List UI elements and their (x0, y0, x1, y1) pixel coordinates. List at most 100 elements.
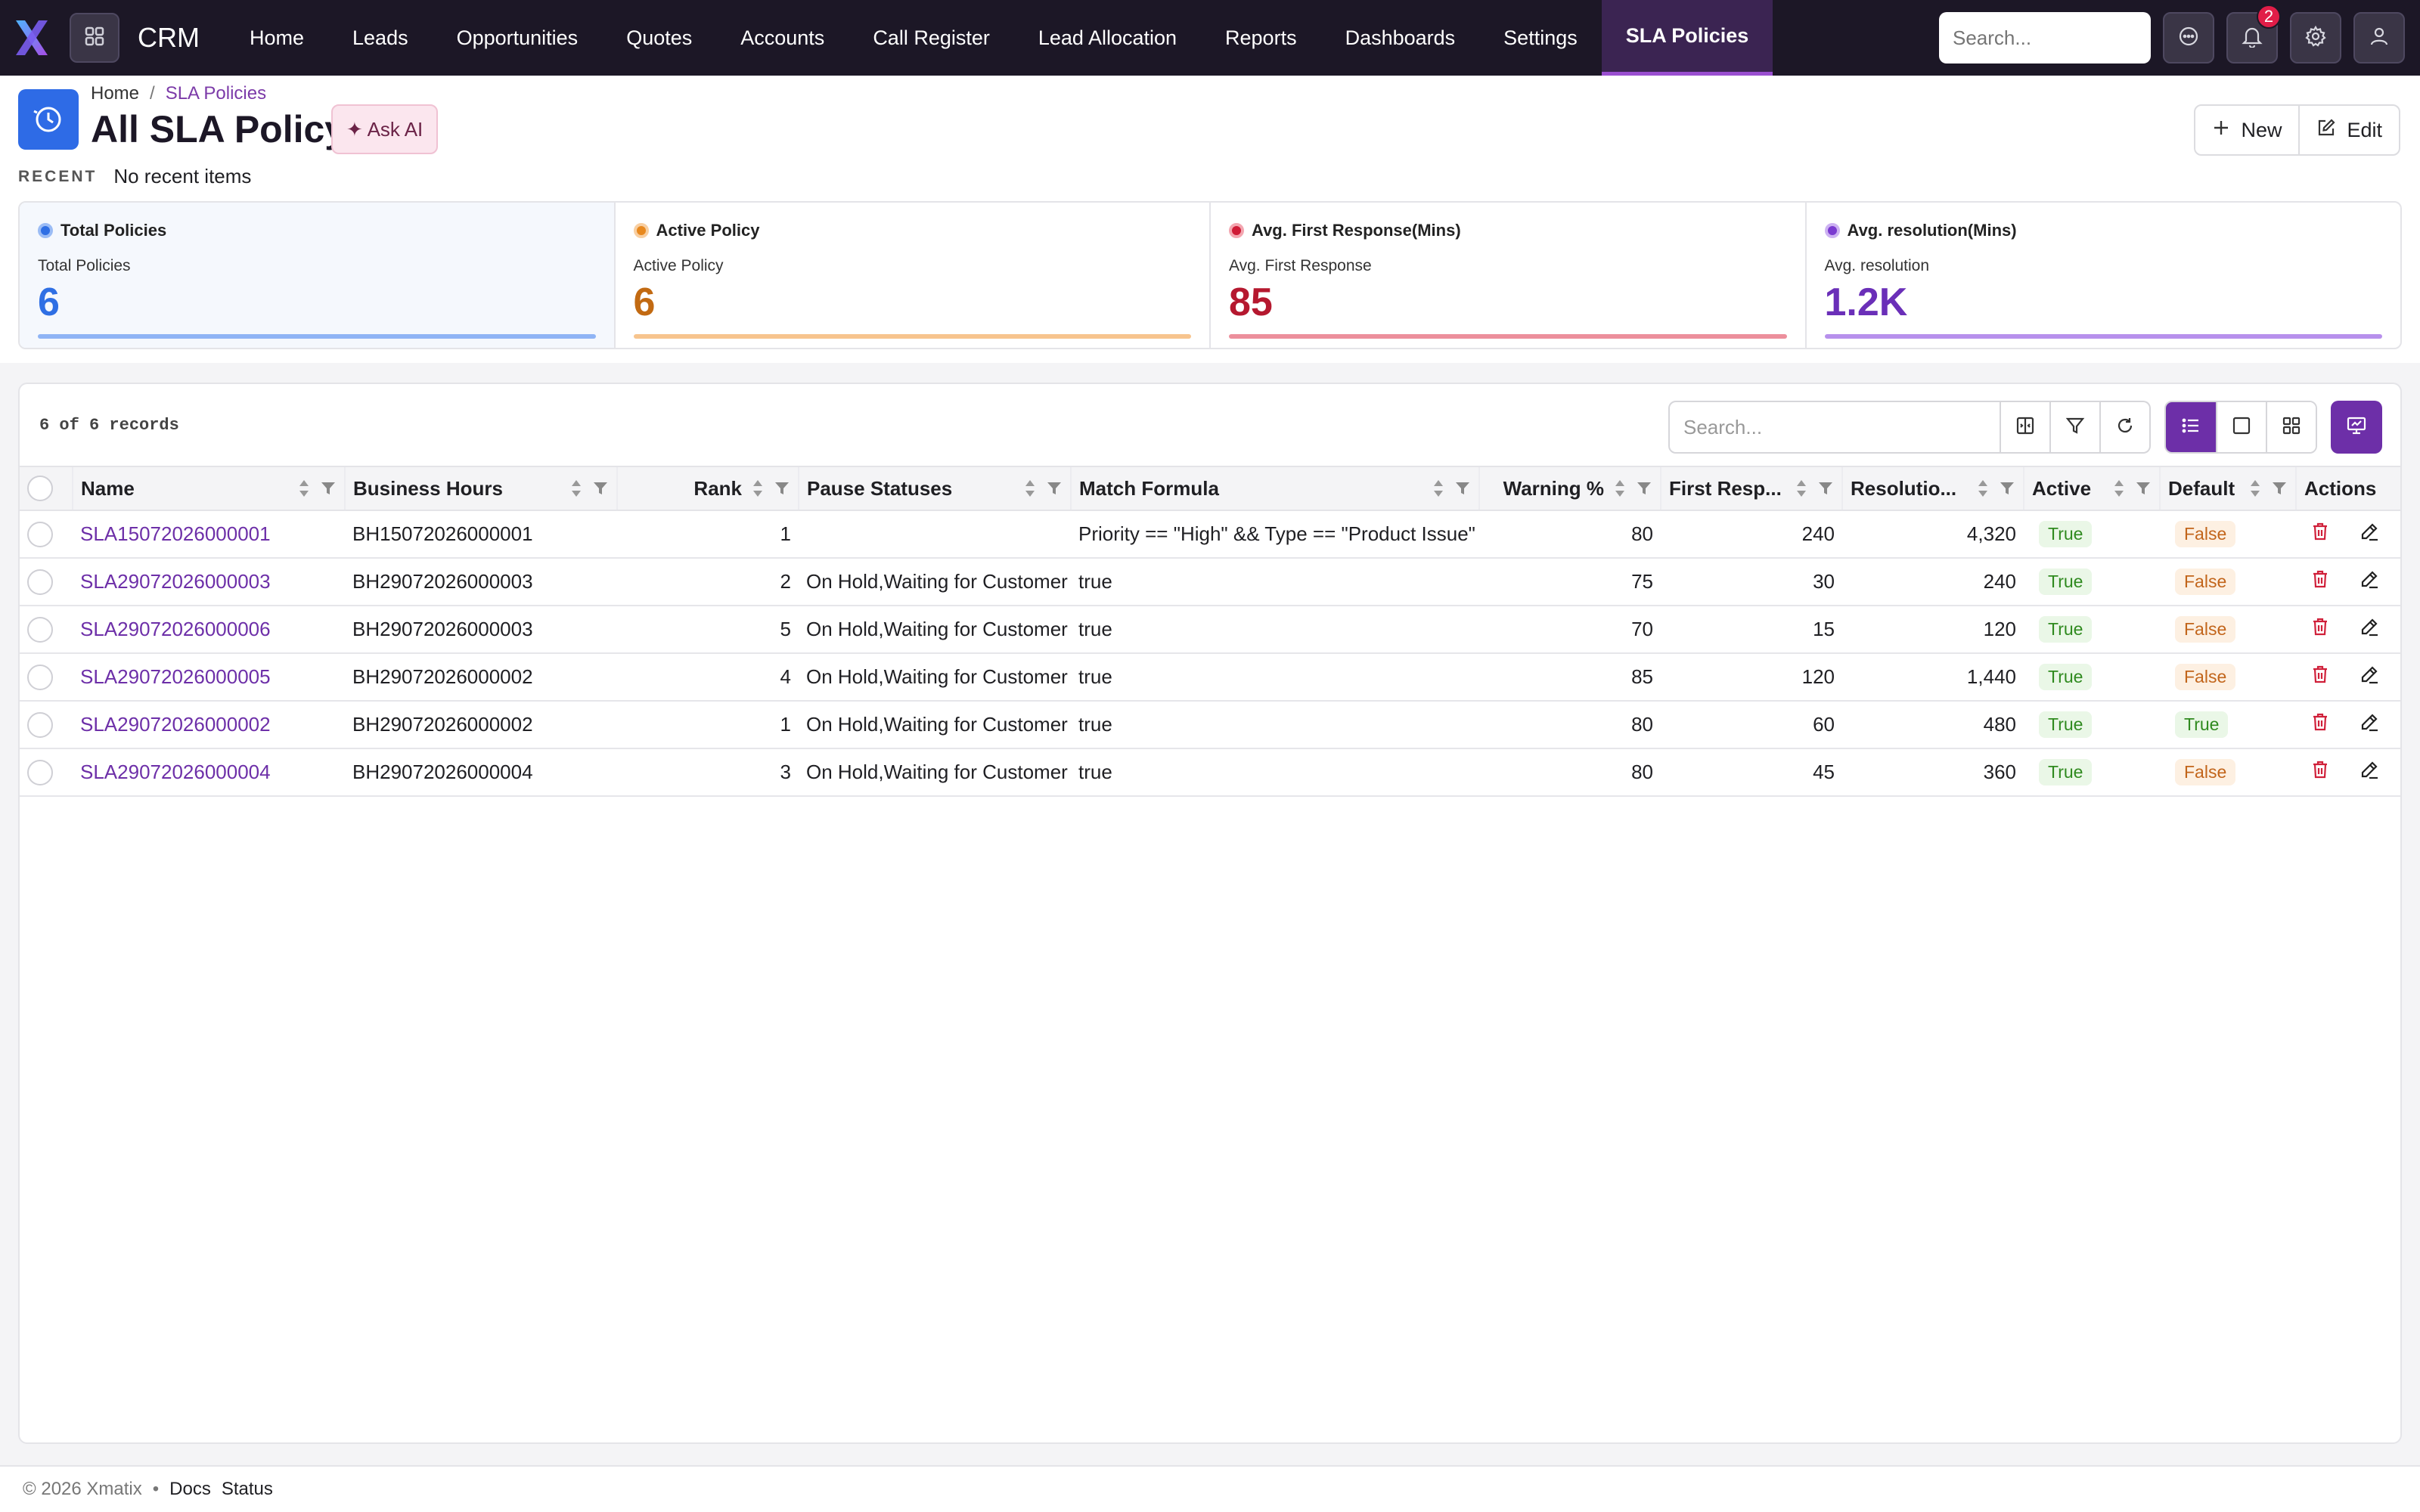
row-checkbox[interactable] (27, 759, 53, 785)
new-button[interactable]: New (2195, 106, 2298, 154)
filter-button[interactable] (2051, 401, 2101, 454)
breadcrumb-current[interactable]: SLA Policies (165, 83, 267, 104)
sort-icon[interactable] (297, 479, 311, 498)
xmatix-logo-icon[interactable] (9, 15, 54, 60)
row-checkbox[interactable] (27, 616, 53, 643)
cell-name[interactable]: SLA29072026000005 (73, 653, 345, 702)
nav-item-leads[interactable]: Leads (352, 26, 408, 49)
presentation-button[interactable] (2331, 401, 2382, 454)
column-header-name[interactable]: Name (72, 466, 345, 511)
column-filter-icon[interactable] (774, 480, 790, 497)
column-header-business-hours[interactable]: Business Hours (344, 466, 617, 511)
column-filter-icon[interactable] (592, 480, 609, 497)
delete-icon[interactable] (2311, 665, 2329, 689)
column-header-resolution[interactable]: Resolutio... (1841, 466, 2024, 511)
table-row[interactable]: SLA29072026000003 BH29072026000003 2 On Hol… (20, 558, 2400, 606)
delete-icon[interactable] (2311, 760, 2329, 785)
table-row[interactable]: SLA29072026000002 BH29072026000002 1 On Hol… (20, 701, 2400, 749)
row-checkbox[interactable] (27, 521, 53, 547)
column-filter-icon[interactable] (1999, 480, 2015, 497)
delete-icon[interactable] (2311, 569, 2329, 594)
kpi-total-policies[interactable]: Total Policies Total Policies 6 (20, 203, 614, 348)
table-row[interactable]: SLA29072026000006 BH29072026000003 5 On Hol… (20, 606, 2400, 654)
card-view-button[interactable] (2216, 402, 2266, 452)
select-all-checkbox[interactable] (27, 476, 53, 502)
column-header-rank[interactable]: Rank (616, 466, 799, 511)
settings-button[interactable] (2290, 12, 2341, 64)
sort-icon[interactable] (1023, 479, 1037, 498)
kpi-avg-first-response[interactable]: Avg. First Response(Mins) Avg. First Res… (1209, 203, 1805, 348)
column-filter-icon[interactable] (2271, 480, 2288, 497)
table-row[interactable]: SLA29072026000005 BH29072026000002 4 On Hol… (20, 653, 2400, 702)
grid-view-button[interactable] (2266, 402, 2316, 452)
sort-icon[interactable] (1432, 479, 1445, 498)
kpi-active-policy[interactable]: Active Policy Active Policy 6 (613, 203, 1210, 348)
list-view-button[interactable] (2166, 402, 2216, 452)
row-checkbox[interactable] (27, 569, 53, 595)
cell-name[interactable]: SLA29072026000004 (73, 748, 345, 797)
column-filter-icon[interactable] (1636, 480, 1652, 497)
cell-name[interactable]: SLA29072026000003 (73, 558, 345, 606)
global-search-input[interactable] (1939, 12, 2151, 64)
nav-item-dashboards[interactable]: Dashboards (1345, 26, 1456, 49)
column-header-first-response[interactable]: First Resp... (1660, 466, 1842, 511)
sort-icon[interactable] (569, 479, 583, 498)
column-header-default[interactable]: Default (2159, 466, 2296, 511)
refresh-button[interactable] (2101, 401, 2151, 454)
sort-icon[interactable] (1795, 479, 1808, 498)
profile-button[interactable] (2353, 12, 2405, 64)
table-row[interactable]: SLA15072026000001 BH15072026000001 1 Priori… (20, 510, 2400, 559)
chat-button[interactable] (2163, 12, 2214, 64)
edit-icon[interactable] (2360, 617, 2379, 642)
nav-item-quotes[interactable]: Quotes (626, 26, 693, 49)
cell-name[interactable]: SLA29072026000006 (73, 606, 345, 654)
sort-icon[interactable] (1613, 479, 1627, 498)
sort-icon[interactable] (1976, 479, 1990, 498)
grid-search-input[interactable]: Search... (1668, 401, 2001, 454)
sort-icon[interactable] (2112, 479, 2126, 498)
nav-item-reports[interactable]: Reports (1225, 26, 1297, 49)
ask-ai-button[interactable]: ✦ Ask AI (331, 104, 439, 154)
column-filter-icon[interactable] (2135, 480, 2152, 497)
edit-icon[interactable] (2360, 569, 2379, 594)
column-filter-icon[interactable] (1817, 480, 1834, 497)
row-checkbox[interactable] (27, 664, 53, 690)
nav-item-call-register[interactable]: Call Register (873, 26, 990, 49)
footer-docs-link[interactable]: Docs (169, 1479, 211, 1499)
notifications-button[interactable]: 2 (2226, 5, 2281, 64)
column-filter-icon[interactable] (320, 480, 337, 497)
nav-item-accounts[interactable]: Accounts (740, 26, 825, 49)
delete-icon[interactable] (2311, 522, 2329, 547)
edit-icon[interactable] (2360, 665, 2379, 689)
edit-icon[interactable] (2360, 760, 2379, 785)
column-header-match-formula[interactable]: Match Formula (1070, 466, 1479, 511)
column-header-pause-statuses[interactable]: Pause Statuses (798, 466, 1071, 511)
nav-item-home[interactable]: Home (249, 26, 305, 49)
cell-name[interactable]: SLA15072026000001 (73, 510, 345, 559)
footer-status-link[interactable]: Status (221, 1479, 273, 1499)
nav-item-lead-allocation[interactable]: Lead Allocation (1038, 26, 1177, 49)
row-checkbox[interactable] (27, 711, 53, 738)
delete-icon[interactable] (2311, 617, 2329, 642)
kpi-avg-resolution[interactable]: Avg. resolution(Mins) Avg. resolution 1.… (1804, 203, 2401, 348)
nav-item-sla-policies[interactable]: SLA Policies (1601, 0, 1773, 76)
column-filter-icon[interactable] (1046, 480, 1063, 497)
edit-button[interactable]: Edit (2298, 106, 2399, 154)
nav-item-settings[interactable]: Settings (1503, 26, 1578, 49)
column-filter-icon[interactable] (1454, 480, 1471, 497)
nav-item-opportunities[interactable]: Opportunities (456, 26, 579, 49)
delete-icon[interactable] (2311, 712, 2329, 737)
cell-name[interactable]: SLA29072026000002 (73, 701, 345, 749)
edit-icon[interactable] (2360, 712, 2379, 737)
column-header-warning[interactable]: Warning % (1478, 466, 1661, 511)
sort-icon[interactable] (751, 479, 765, 498)
columns-button[interactable] (2001, 401, 2051, 454)
sort-icon[interactable] (2248, 479, 2262, 498)
breadcrumb-home[interactable]: Home (91, 83, 140, 104)
brand-name[interactable]: CRM (138, 22, 200, 53)
edit-icon[interactable] (2360, 522, 2379, 547)
column-header-active[interactable]: Active (2023, 466, 2160, 511)
app-launcher-button[interactable] (70, 13, 119, 63)
table-row[interactable]: SLA29072026000004 BH29072026000004 3 On Hol… (20, 748, 2400, 797)
recent-items: RECENT No recent items (18, 165, 251, 188)
